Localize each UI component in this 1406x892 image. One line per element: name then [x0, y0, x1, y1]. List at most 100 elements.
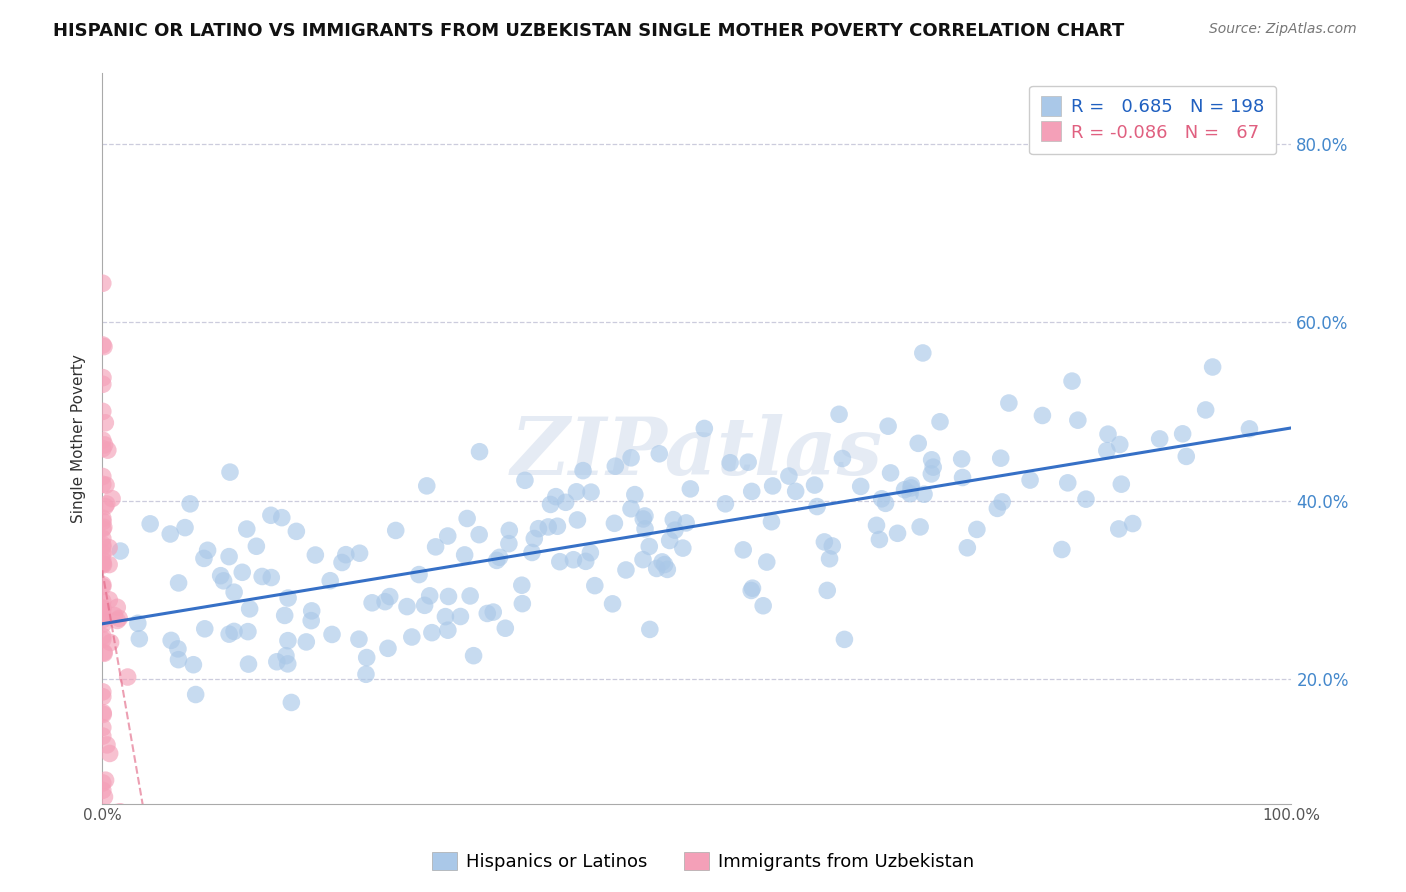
Point — [91, 577, 114, 591]
Point — [91, 442, 114, 456]
Point — [998, 396, 1021, 410]
Point — [520, 545, 543, 559]
Point — [354, 667, 377, 681]
Point — [419, 589, 441, 603]
Point — [477, 607, 499, 621]
Point — [91, 377, 114, 392]
Point — [778, 469, 800, 483]
Point — [91, 685, 114, 699]
Point — [638, 540, 661, 554]
Point — [174, 521, 197, 535]
Point — [98, 558, 121, 572]
Point — [463, 648, 485, 663]
Point — [274, 648, 297, 663]
Point — [990, 451, 1012, 466]
Point — [91, 469, 114, 483]
Point — [562, 552, 585, 566]
Point — [834, 632, 856, 647]
Point — [633, 512, 655, 526]
Point — [900, 481, 922, 495]
Point — [301, 604, 323, 618]
Point — [250, 569, 273, 583]
Point — [437, 624, 460, 638]
Point — [693, 421, 716, 435]
Point — [679, 482, 702, 496]
Point — [408, 567, 430, 582]
Point — [277, 633, 299, 648]
Point — [184, 688, 207, 702]
Point — [91, 515, 114, 529]
Point — [718, 456, 741, 470]
Point — [231, 566, 253, 580]
Point — [91, 706, 114, 720]
Point — [648, 447, 671, 461]
Point — [815, 583, 838, 598]
Point — [898, 486, 921, 500]
Point — [260, 508, 283, 523]
Point — [91, 434, 114, 448]
Point — [91, 370, 114, 384]
Point — [1108, 522, 1130, 536]
Point — [631, 552, 654, 566]
Point — [512, 597, 534, 611]
Point — [193, 551, 215, 566]
Point — [548, 555, 571, 569]
Point — [449, 609, 471, 624]
Point — [105, 614, 128, 628]
Point — [966, 523, 988, 537]
Point — [1060, 374, 1083, 388]
Point — [675, 516, 697, 530]
Point — [103, 608, 125, 623]
Point — [510, 578, 533, 592]
Point — [97, 443, 120, 458]
Text: HISPANIC OR LATINO VS IMMIGRANTS FROM UZBEKISTAN SINGLE MOTHER POVERTY CORRELATI: HISPANIC OR LATINO VS IMMIGRANTS FROM UZ… — [53, 22, 1125, 40]
Point — [755, 555, 778, 569]
Point — [912, 487, 935, 501]
Point — [651, 555, 673, 569]
Point — [1239, 422, 1261, 436]
Point — [139, 516, 162, 531]
Point — [920, 467, 942, 481]
Point — [831, 451, 853, 466]
Point — [91, 608, 114, 623]
Point — [849, 479, 872, 493]
Point — [93, 645, 115, 659]
Point — [575, 554, 598, 568]
Point — [579, 546, 602, 560]
Point — [159, 527, 181, 541]
Point — [523, 532, 546, 546]
Point — [638, 623, 661, 637]
Point — [620, 501, 643, 516]
Point — [1095, 443, 1118, 458]
Point — [167, 575, 190, 590]
Point — [347, 632, 370, 647]
Point — [567, 513, 589, 527]
Point — [468, 444, 491, 458]
Point — [100, 635, 122, 649]
Point — [620, 450, 643, 465]
Point — [434, 609, 457, 624]
Point — [579, 485, 602, 500]
Point — [1171, 426, 1194, 441]
Point — [91, 553, 114, 567]
Point — [494, 621, 516, 635]
Point — [544, 490, 567, 504]
Point — [572, 464, 595, 478]
Point — [1108, 437, 1130, 451]
Point — [870, 491, 893, 506]
Point — [128, 632, 150, 646]
Point — [950, 452, 973, 467]
Point — [260, 570, 283, 584]
Point — [921, 452, 943, 467]
Point — [803, 478, 825, 492]
Point — [91, 632, 114, 647]
Point — [657, 562, 679, 576]
Point — [219, 465, 242, 479]
Point — [1074, 492, 1097, 507]
Y-axis label: Single Mother Poverty: Single Mother Poverty — [72, 354, 86, 523]
Point — [98, 747, 121, 761]
Point — [877, 419, 900, 434]
Point — [737, 455, 759, 469]
Point — [91, 613, 114, 627]
Point — [299, 614, 322, 628]
